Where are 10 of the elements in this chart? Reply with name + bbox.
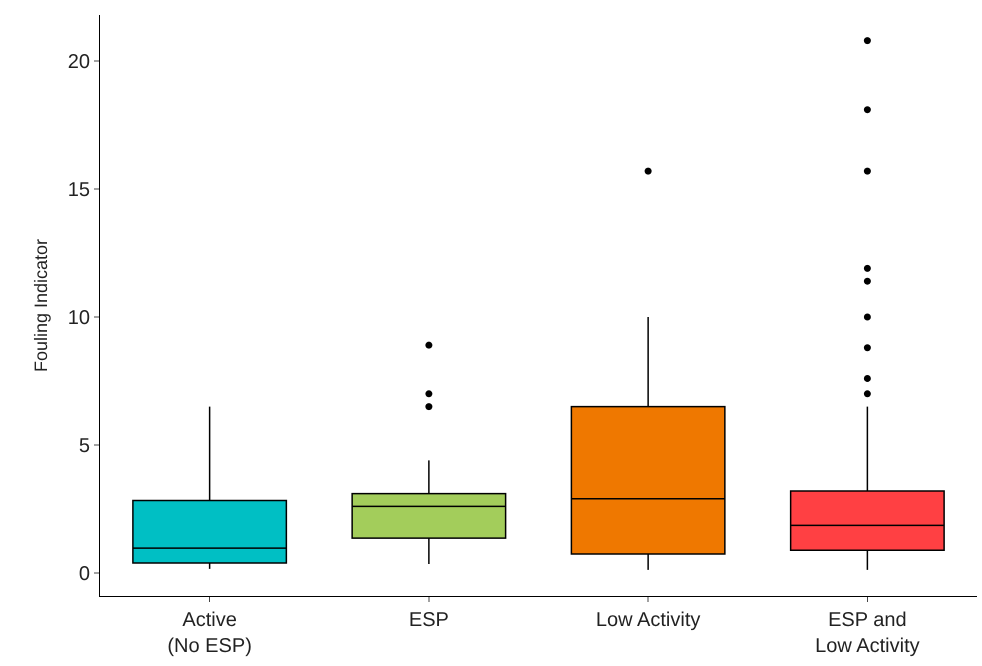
x-tick-label: Low Activity [596, 609, 700, 631]
y-tick-label: 5 [78, 434, 90, 457]
y-tick-label: 10 [68, 307, 90, 330]
y-tick-label: 15 [68, 179, 90, 202]
x-tick-label: Active (No ESP) [167, 609, 252, 657]
y-tick-label: 0 [78, 562, 90, 585]
x-tick-label: ESP [408, 609, 449, 631]
y-axis-title: Fouling Indicator [30, 238, 51, 372]
x-tick-label: ESP and Low Activity [815, 609, 920, 657]
y-tick-label: 20 [68, 51, 90, 74]
